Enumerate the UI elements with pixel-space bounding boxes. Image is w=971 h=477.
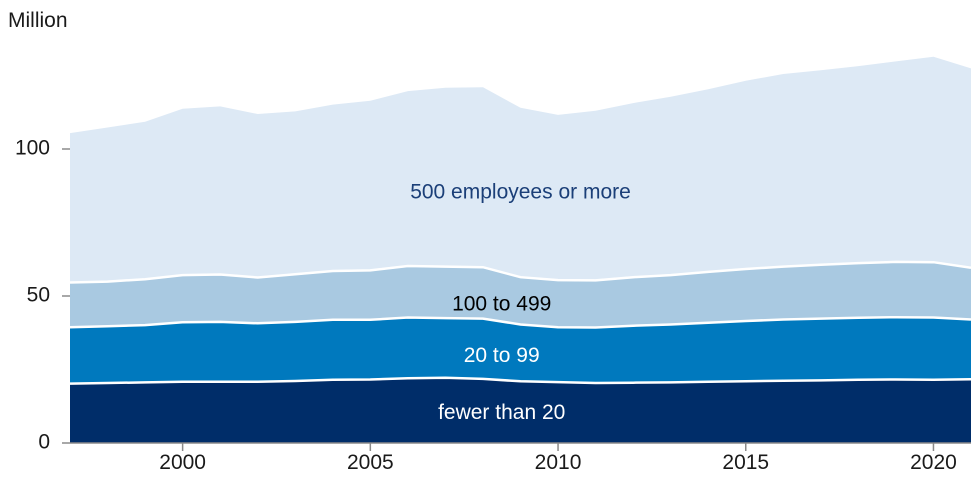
series-label: fewer than 20 [438,401,565,424]
x-tick-label: 2000 [159,451,206,474]
area-500-employees-or-more [70,56,971,283]
x-tick-label: 2010 [535,451,582,474]
y-tick-label: 50 [27,284,50,307]
series-label: 100 to 499 [452,292,551,315]
area-fewer-than-20 [70,377,971,443]
separator-line [69,376,971,385]
y-axis-title: Million [8,9,68,32]
x-tick-label: 2005 [347,451,394,474]
area-series-group [69,56,971,443]
x-tick-label: 2020 [910,451,957,474]
y-axis: 0 50 100 [15,137,70,454]
series-label: 500 employees or more [410,181,631,204]
x-axis: 2000 2005 2010 2015 2020 [70,442,971,474]
area-20-to-99 [70,317,971,384]
separator-line [69,260,971,284]
y-tick-label: 0 [38,431,50,454]
separator-line [69,315,971,329]
x-tick-label: 2015 [722,451,769,474]
series-labels-group: 500 employees or more 100 to 499 20 to 99 f… [410,181,631,425]
area-100-to-499 [70,261,971,328]
y-tick-label: 100 [15,137,50,160]
series-label: 20 to 99 [464,344,540,367]
